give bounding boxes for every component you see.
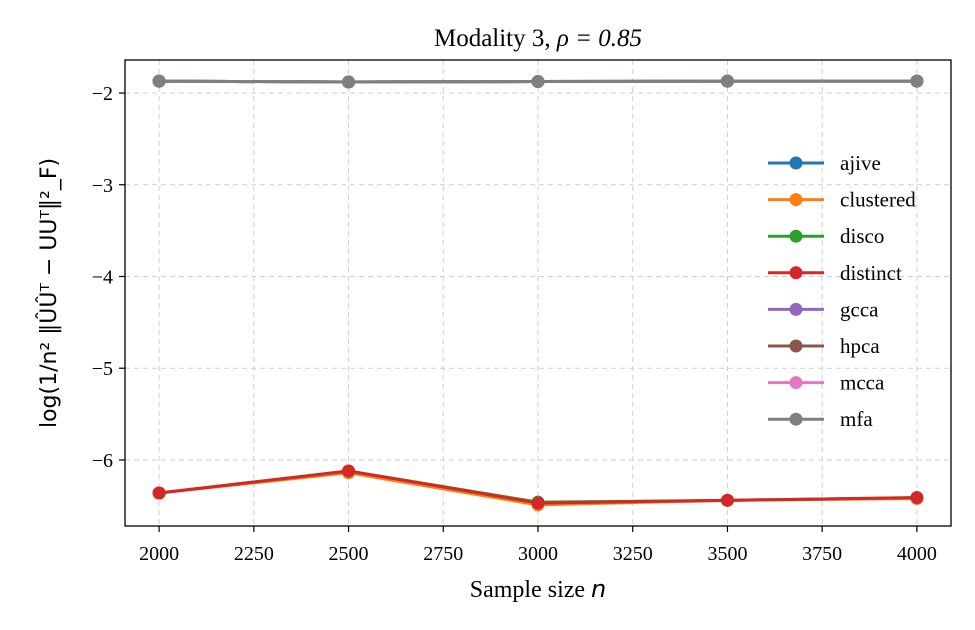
y-tick-label: −2 [92,83,113,105]
data-point-distinct [720,493,734,507]
legend-item-hpca: hpca [768,334,880,358]
x-tick-label: 2750 [423,543,463,565]
x-axis-label: Sample size n [470,575,607,603]
legend-item-mcca: mcca [768,371,885,395]
x-tick-label: 3750 [802,543,842,565]
data-point-mfa [342,75,356,89]
data-point-distinct [342,464,356,478]
y-tick-label: −6 [92,450,113,472]
series-distinct [152,464,924,510]
x-tick-label: 2500 [329,543,369,565]
data-point-mfa [720,74,734,88]
legend-label: ajive [840,151,881,175]
series-mfa [152,74,924,89]
y-tick-label: −5 [92,358,113,380]
x-tick-label: 3500 [707,543,747,565]
chart-title: Modality 3, ρ = 0.85 [434,25,642,52]
data-point-distinct [531,496,545,510]
y-tick-label: −3 [92,175,113,197]
legend-marker [789,229,803,243]
legend-item-mfa: mfa [768,407,873,431]
x-tick-label: 3000 [518,543,558,565]
legend-label: hpca [840,334,880,358]
legend-marker [789,339,803,353]
x-axis-ticks: 2000 2250 2500 2750 3000 3250 3500 3750 4000 [139,526,937,565]
legend-marker [789,302,803,316]
legend-item-gcca: gcca [768,297,879,321]
legend-label: mcca [840,371,885,395]
x-tick-label: 3250 [613,543,653,565]
y-axis-ticks: −6 −5 −4 −3 −2 [92,83,125,472]
legend-marker [789,376,803,390]
x-tick-label: 2250 [234,543,274,565]
legend-label: clustered [840,188,916,212]
data-point-mfa [910,74,924,88]
data-point-distinct [152,486,166,500]
data-point-mfa [531,75,545,89]
legend-marker [789,266,803,280]
series-layer [152,74,924,512]
legend-item-clustered: clustered [768,188,916,212]
legend-label: mfa [840,407,873,431]
x-tick-label: 4000 [897,543,937,565]
legend-item-ajive: ajive [768,151,881,175]
legend-label: distinct [840,261,902,285]
legend-label: gcca [840,297,879,321]
x-tick-label: 2000 [139,543,179,565]
legend-item-disco: disco [768,224,884,248]
legend: ajive clustered disco distinct gcca hpca mcca m… [768,151,916,431]
y-axis-label: log(1/n² ‖ÛÛᵀ − UUᵀ‖²_F) [36,158,62,428]
y-tick-label: −4 [92,266,113,288]
legend-label: disco [840,224,884,248]
legend-item-distinct: distinct [768,261,902,285]
legend-marker [789,412,803,426]
legend-marker [789,156,803,170]
data-point-mfa [152,74,166,88]
grid [125,60,951,526]
legend-marker [789,193,803,207]
data-point-distinct [910,491,924,505]
